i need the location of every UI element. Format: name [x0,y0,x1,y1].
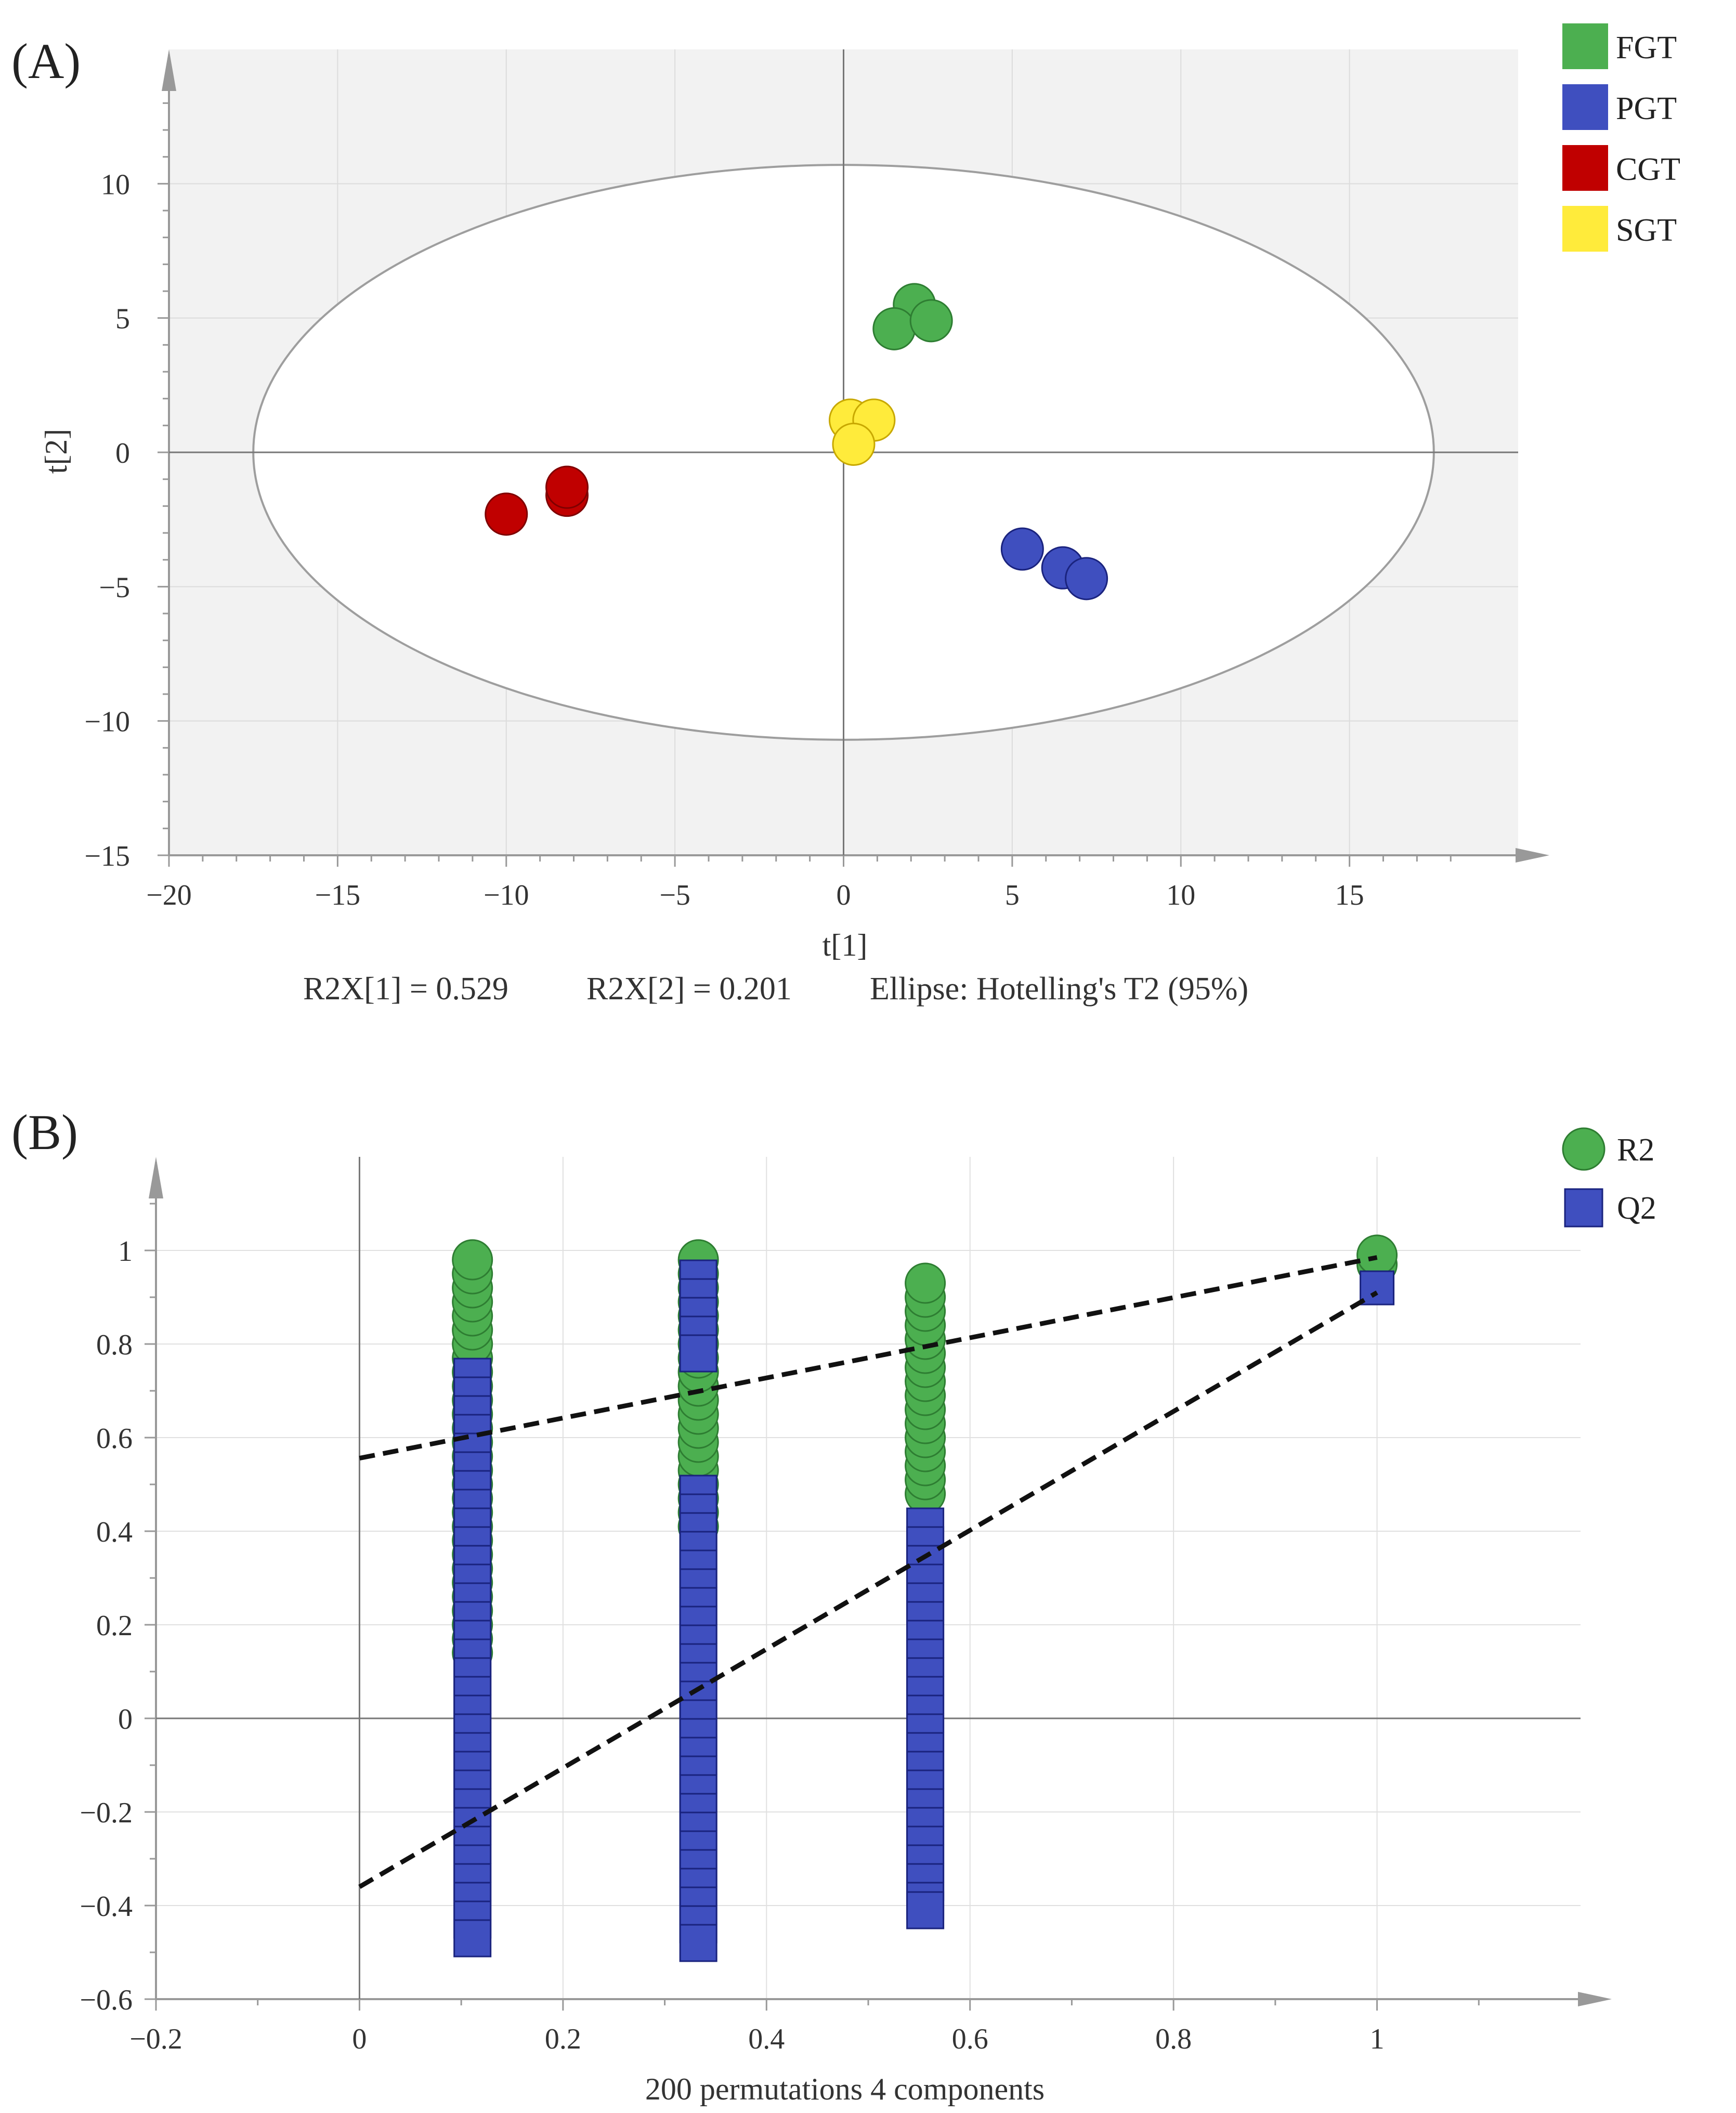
legend-sgt-swatch [1562,206,1608,252]
panel-b-axes [145,1157,1612,2011]
panel-b-q2-points [453,1259,1395,1962]
footer-r2x1: R2X[1] = 0.529 [303,971,508,1007]
b-ytick-0p2: 0.2 [96,1610,133,1642]
a-xtick-neg5: −5 [659,879,690,911]
panel-a-x-tick-labels: −20 −15 −10 −5 0 5 10 15 [146,879,1364,911]
q2-point-1-29 [679,1924,717,1962]
footer-ellipse-note: Ellipse: Hotelling's T2 (95%) [870,971,1248,1007]
r2-point-2-15 [905,1262,946,1304]
r2-point-3-1 [1356,1234,1398,1276]
b-ytick-neg0p6: −0.6 [80,1984,133,2016]
legend-q2-label: Q2 [1617,1191,1656,1226]
a-xtick-0: 0 [837,879,851,911]
legend-q2-marker [1564,1188,1603,1228]
a-ytick-neg5: −5 [99,571,130,604]
panel-b-x-axis-label: 200 permutations 4 components [645,2072,1045,2106]
point-fgt-2 [872,307,916,350]
panel-a-label: (A) [11,33,81,89]
b-xtick-0p4: 0.4 [748,2023,785,2055]
a-xtick-neg20: −20 [146,879,192,911]
r2-regression-line [359,1255,1378,1461]
b-xtick-0p6: 0.6 [952,2023,988,2055]
legend-sgt-label: SGT [1616,213,1677,248]
a-xtick-15: 15 [1335,879,1364,911]
b-xtick-0: 0 [352,2023,367,2055]
a-xtick-neg10: −10 [484,879,529,911]
point-pgt-1 [1000,527,1044,571]
panel-b-legend: R2 Q2 [1562,1127,1656,1228]
r2-point-0-28 [452,1239,493,1281]
legend-fgt-swatch [1562,23,1608,69]
a-ytick-5: 5 [115,303,130,335]
panel-a-y-axis-label: t[2] [39,429,73,474]
panel-b-x-tick-labels: −0.2 0 0.2 0.4 0.6 0.8 1 [129,2023,1384,2055]
footer-r2x2: R2X[2] = 0.201 [586,971,792,1007]
legend-fgt-label: FGT [1616,30,1677,66]
a-xtick-neg15: −15 [315,879,361,911]
b-ytick-0p6: 0.6 [96,1423,133,1455]
a-xtick-5: 5 [1005,879,1020,911]
a-ytick-0: 0 [115,437,130,469]
q2-point-0-30 [453,1919,492,1958]
point-cgt-3 [545,465,589,509]
b-ytick-0p8: 0.8 [96,1329,133,1361]
a-ytick-neg10: −10 [84,706,130,738]
legend-pgt-swatch [1562,84,1608,130]
legend-r2-marker [1562,1127,1606,1171]
b-xtick-0p2: 0.2 [545,2023,581,2055]
panel-a-x-axis-label: t[1] [823,928,868,962]
legend-r2-label: R2 [1617,1132,1654,1168]
panel-a-legend: FGT PGT CGT SGT [1562,23,1680,252]
b-ytick-0p4: 0.4 [96,1516,133,1548]
a-ytick-neg15: −15 [84,840,130,872]
b-ytick-0: 0 [118,1703,133,1736]
a-xtick-10: 10 [1166,879,1195,911]
panel-a-y-tick-labels: 10 5 0 −5 −10 −15 [84,168,130,872]
b-ytick-1: 1 [118,1235,133,1268]
b-x-axis-arrow [1578,1992,1612,2006]
b-ytick-neg0p4: −0.4 [80,1890,133,1923]
b-ytick-neg0p2: −0.2 [80,1797,133,1829]
q2-point-2-21 [906,1891,945,1929]
legend-pgt-label: PGT [1616,91,1677,126]
legend-cgt-swatch [1562,145,1608,191]
panel-b-y-tick-labels: 1 0.8 0.6 0.4 0.2 0 −0.2 −0.4 −0.6 [80,1235,133,2016]
point-sgt-3 [832,423,876,466]
point-cgt-1 [485,492,528,536]
b-xtick-neg0p2: −0.2 [129,2023,182,2055]
panel-b: (B) −0.2 0 0.2 0.4 0.6 0.8 1 10.80.60.40.20−0.… [11,1104,1656,2106]
a-x-axis-arrow [1516,848,1549,863]
a-ytick-10: 10 [101,168,130,201]
q2-point-3-0 [1360,1270,1395,1306]
legend-cgt-label: CGT [1616,152,1680,187]
b-xtick-1: 1 [1370,2023,1385,2055]
panel-b-grid [156,1157,1581,1999]
q2-regression-line [358,1290,1378,1889]
b-y-axis-arrow [149,1157,163,1198]
panel-b-regression-lines [358,1255,1378,1889]
panel-a-points [485,283,1108,601]
q2-point-1-4 [679,1334,717,1373]
b-xtick-0p8: 0.8 [1155,2023,1192,2055]
a-y-axis-arrow [162,49,176,91]
point-pgt-3 [1065,557,1108,601]
panel-b-label: (B) [11,1104,78,1160]
point-fgt-3 [909,299,953,343]
